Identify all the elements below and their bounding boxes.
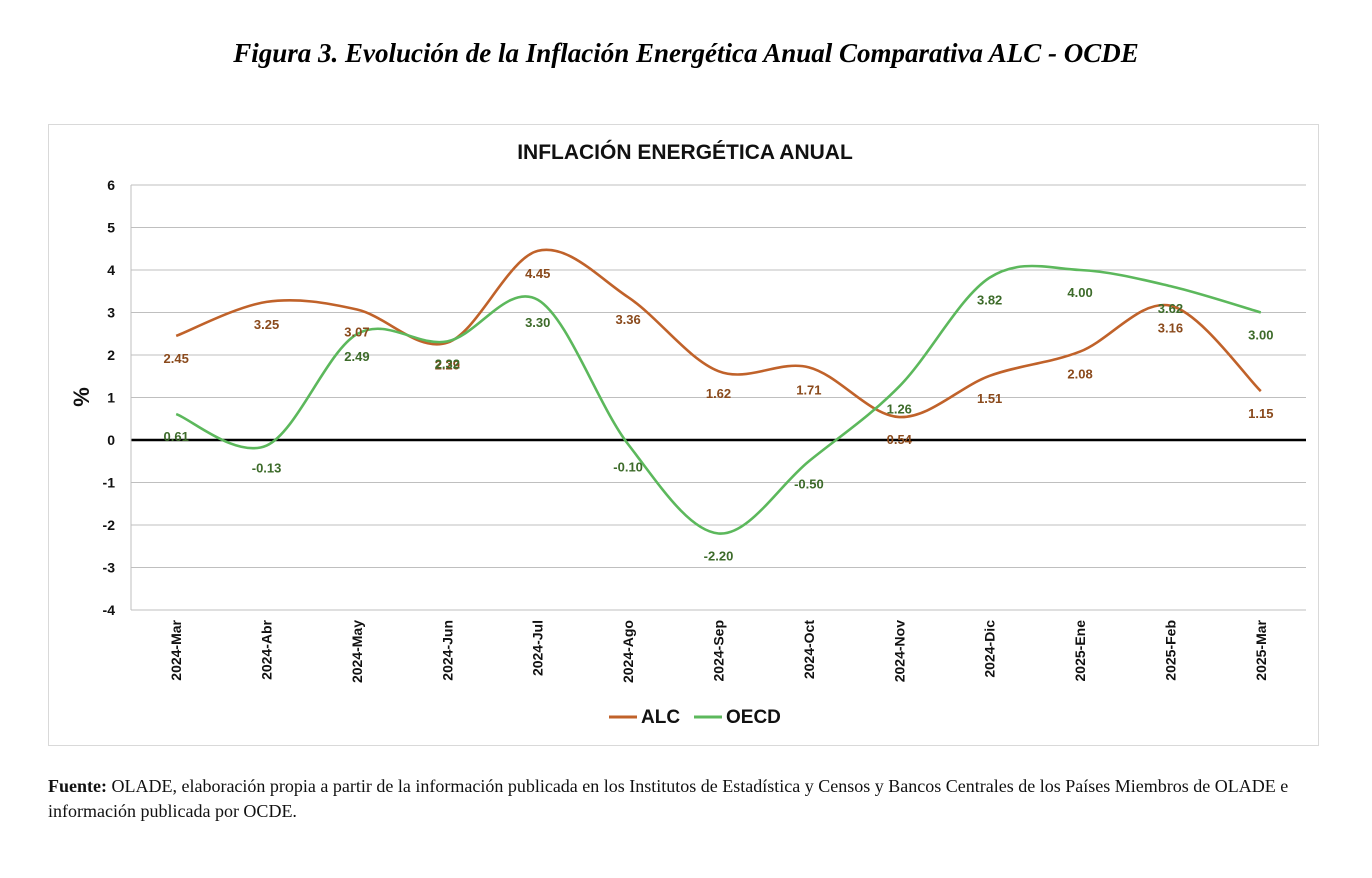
data-label: 2.49	[344, 349, 369, 364]
x-tick-label: 2025-Ene	[1072, 620, 1088, 682]
x-tick-label: 2024-Abr	[259, 619, 275, 679]
data-label: 4.00	[1067, 285, 1092, 300]
data-label: 1.51	[977, 391, 1002, 406]
y-axis-ticks: 6 5 4 3 2 1 0 -1 -2 -3 -4	[103, 177, 116, 618]
x-tick-label: 2024-Dic	[982, 620, 998, 678]
data-labels: 2.45 3.25 3.07 2.29 4.45 3.36 1.62 1.71 0.54 1.51…	[164, 266, 1274, 564]
line-chart: INFLACIÓN ENERGÉTICA ANUAL % 6 5 4 3 2 1 0 -1 -2…	[69, 140, 1306, 728]
data-label: 3.82	[977, 293, 1002, 308]
data-label: -0.10	[613, 459, 643, 474]
y-tick-label: -4	[103, 602, 116, 618]
data-label: 3.62	[1158, 301, 1183, 316]
data-label: 3.00	[1248, 328, 1273, 343]
y-tick-label: 0	[107, 432, 115, 448]
source-note: Fuente: OLADE, elaboración propia a part…	[48, 774, 1328, 824]
x-tick-label: 2024-Nov	[891, 620, 907, 682]
x-tick-label: 2024-Mar	[168, 619, 184, 680]
series-line-oecd	[175, 264, 1262, 535]
y-tick-label: 3	[107, 305, 115, 321]
y-tick-label: -3	[103, 560, 116, 576]
x-tick-label: 2025-Feb	[1162, 620, 1178, 681]
data-label: -0.13	[252, 461, 282, 476]
data-label: 2.32	[435, 356, 460, 371]
y-tick-label: -1	[103, 475, 116, 491]
legend-label: OECD	[726, 707, 781, 728]
data-label: 3.25	[254, 317, 279, 332]
y-tick-label: 6	[107, 177, 115, 193]
chart-frame: INFLACIÓN ENERGÉTICA ANUAL % 6 5 4 3 2 1 0 -1 -2…	[48, 124, 1319, 746]
data-label: 1.26	[887, 401, 912, 416]
chart-title: INFLACIÓN ENERGÉTICA ANUAL	[517, 140, 853, 164]
legend: ALC OECD	[609, 707, 781, 728]
data-label: 3.36	[615, 312, 640, 327]
data-label: 2.45	[164, 351, 189, 366]
data-label: 3.16	[1158, 321, 1183, 336]
y-tick-label: -2	[103, 517, 116, 533]
x-tick-label: 2024-Jun	[439, 620, 455, 681]
data-label: 4.45	[525, 266, 550, 281]
y-tick-label: 5	[107, 220, 115, 236]
y-tick-label: 2	[107, 347, 115, 363]
x-tick-label: 2024-Oct	[801, 620, 817, 679]
data-label: 2.29	[435, 358, 460, 373]
x-tick-label: 2024-Ago	[620, 620, 636, 683]
data-label: 3.30	[525, 315, 550, 330]
legend-label: ALC	[641, 707, 680, 728]
x-tick-label: 2025-Mar	[1253, 619, 1269, 680]
data-label: 0.54	[887, 432, 913, 447]
y-tick-label: 1	[107, 390, 115, 406]
series-line-alc	[175, 248, 1262, 419]
data-label: -0.50	[794, 476, 824, 491]
x-tick-label: 2024-Jul	[530, 620, 546, 676]
data-label: 2.08	[1067, 367, 1092, 382]
source-label: Fuente:	[48, 776, 107, 796]
y-axis-label: %	[69, 387, 94, 407]
data-label: -2.20	[704, 549, 734, 564]
data-label: 1.15	[1248, 406, 1273, 421]
x-tick-label: 2024-Sep	[711, 620, 727, 681]
x-tick-label: 2024-May	[349, 620, 365, 683]
data-label: 1.62	[706, 386, 731, 401]
data-label: 3.07	[344, 325, 369, 340]
gridlines	[130, 184, 1306, 611]
x-axis-ticks: 2024-Mar 2024-Abr 2024-May 2024-Jun 2024-Jul…	[168, 619, 1269, 683]
data-label: 1.71	[796, 382, 821, 397]
y-tick-label: 4	[107, 262, 115, 278]
data-label: 0.61	[164, 429, 189, 444]
series-lines	[175, 248, 1262, 535]
source-text: OLADE, elaboración propia a partir de la…	[48, 776, 1289, 821]
figure-caption: Figura 3. Evolución de la Inflación Ener…	[233, 38, 1139, 68]
